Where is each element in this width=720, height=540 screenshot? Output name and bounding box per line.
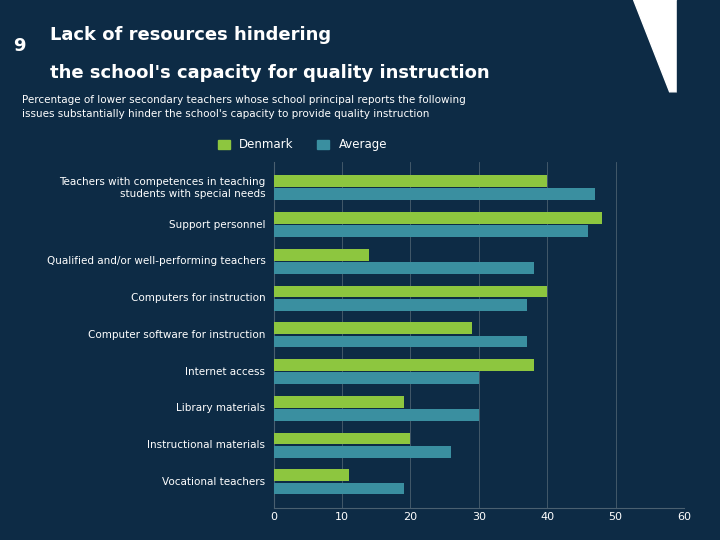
Bar [274,433,410,444]
Bar [274,483,404,494]
Bar [274,176,547,187]
Text: Computers for instruction: Computers for instruction [131,293,266,303]
Text: Percentage of lower secondary teachers whose school principal reports the follow: Percentage of lower secondary teachers w… [22,95,465,118]
Bar [274,188,595,200]
Text: Support personnel: Support personnel [169,219,266,230]
Bar [274,262,534,274]
Text: Vocational teachers: Vocational teachers [162,477,266,487]
Bar [274,469,349,481]
Bar [274,359,534,371]
Polygon shape [677,0,720,92]
Bar [274,409,479,421]
Text: Lack of resources hindering: Lack of resources hindering [50,26,331,44]
Text: Teachers with competences in teaching
students with special needs: Teachers with competences in teaching st… [59,177,266,199]
Text: Library materials: Library materials [176,403,266,413]
Bar [274,249,369,260]
Text: 9: 9 [14,37,26,55]
Bar [274,286,547,298]
Text: the school's capacity for quality instruction: the school's capacity for quality instru… [50,64,490,82]
Bar [274,335,527,347]
Polygon shape [634,0,720,92]
Bar [274,446,451,457]
Text: Qualified and/or well-performing teachers: Qualified and/or well-performing teacher… [47,256,266,266]
Legend: Denmark, Average: Denmark, Average [213,134,392,156]
Bar [274,322,472,334]
Bar [274,212,602,224]
Bar [274,299,527,310]
Text: Internet access: Internet access [185,367,266,376]
Bar [274,372,479,384]
Bar [274,225,588,237]
Text: Computer software for instruction: Computer software for instruction [88,330,266,340]
Bar [274,396,404,408]
Text: Instructional materials: Instructional materials [148,440,266,450]
